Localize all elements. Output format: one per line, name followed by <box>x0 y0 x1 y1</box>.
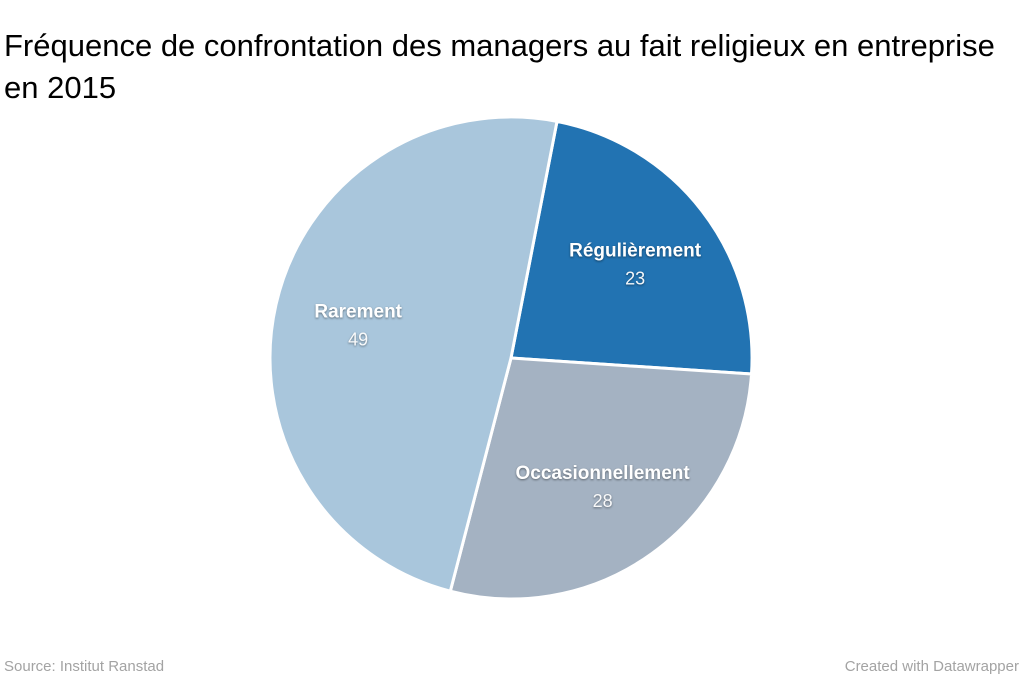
slice-label: Régulièrement <box>569 240 702 261</box>
slice-label: Rarement <box>314 301 402 322</box>
chart-title: Fréquence de confrontation des managers … <box>4 27 995 105</box>
chart-footer: Source: Institut Ranstad Created with Da… <box>4 658 1019 675</box>
slice-label: Occasionnellement <box>515 463 690 484</box>
source-text: Source: Institut Ranstad <box>4 658 165 675</box>
pie-slice-regulierement[interactable] <box>509 119 754 376</box>
datawrapper-attribution-link[interactable]: Created with Datawrapper <box>844 658 1019 675</box>
slice-value: 49 <box>348 329 368 349</box>
slice-value: 28 <box>593 491 613 511</box>
slice-value: 23 <box>625 268 645 288</box>
pie-slice-occasionnellement[interactable] <box>448 356 753 601</box>
pie-slice-rarement[interactable] <box>268 115 559 593</box>
